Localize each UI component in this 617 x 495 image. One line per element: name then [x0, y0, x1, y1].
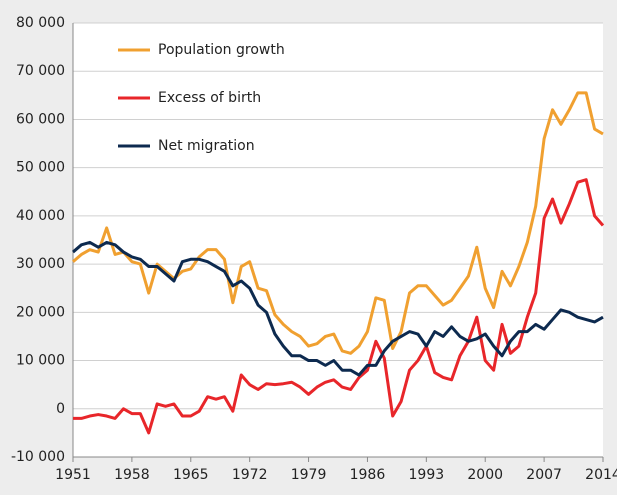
x-tick-label: 2000: [467, 467, 503, 483]
y-tick-label: 20 000: [16, 304, 65, 320]
plot-area: [73, 23, 603, 457]
legend-label: Excess of birth: [158, 90, 261, 106]
x-tick-label: 2014: [585, 467, 617, 483]
x-tick-label: 1986: [350, 467, 386, 483]
y-tick-label: 70 000: [16, 63, 65, 79]
series-line: [72, 240, 604, 377]
y-tick-label: 40 000: [16, 208, 65, 224]
y-tick-label: -10 000: [11, 449, 65, 465]
x-tick-label: 2007: [526, 467, 562, 483]
x-tick-label: 1951: [55, 467, 91, 483]
series-line: [73, 178, 605, 435]
legend-label: Population growth: [158, 42, 285, 58]
y-tick-label: 30 000: [16, 256, 65, 272]
series-line: [72, 91, 604, 355]
legend-label: Net migration: [158, 138, 255, 154]
x-tick-label: 1972: [232, 467, 268, 483]
x-tick-label: 1993: [409, 467, 445, 483]
x-tick-label: 1958: [114, 467, 150, 483]
y-tick-label: 80 000: [16, 15, 65, 31]
x-tick-label: 1979: [291, 467, 327, 483]
y-tick-label: 50 000: [16, 160, 65, 176]
y-tick-label: 60 000: [16, 111, 65, 127]
y-tick-label: 0: [56, 401, 65, 417]
y-tick-label: 10 000: [16, 353, 65, 369]
x-tick-label: 1965: [173, 467, 209, 483]
